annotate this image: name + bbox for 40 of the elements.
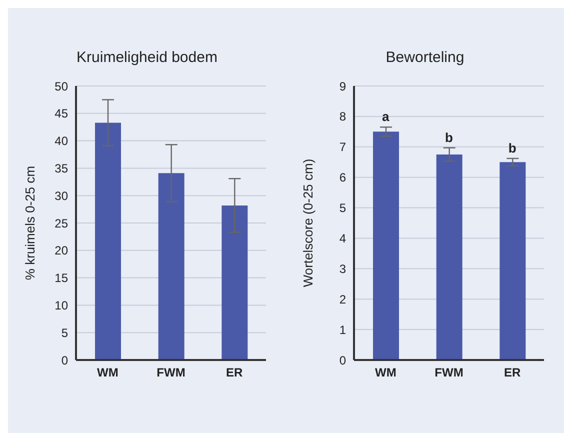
chart-title: Beworteling: [384, 48, 466, 68]
x-tick-label: WM: [375, 366, 396, 380]
y-tick-label: 1: [339, 322, 346, 337]
bar: [373, 132, 399, 360]
y-tick-label: 8: [339, 110, 346, 124]
y-tick-label: 2: [339, 292, 346, 306]
annotation: b: [508, 140, 516, 156]
y-tick-label: 3: [339, 262, 346, 276]
y-tick-label: 7: [339, 140, 346, 154]
y-tick-label: 50: [54, 79, 68, 94]
y-tick-label: 4: [339, 231, 346, 246]
y-tick-label: 20: [54, 244, 68, 258]
y-tick-label: 30: [54, 188, 68, 203]
bar: [500, 162, 526, 360]
chart-title: Kruimeligheid bodem: [76, 48, 218, 68]
y-tick-label: 35: [54, 161, 68, 176]
y-tick-label: 6: [339, 170, 346, 185]
x-tick-label: FWM: [434, 366, 464, 380]
y-axis-title: % kruimels 0-25 cm: [22, 166, 38, 280]
bar: [95, 122, 121, 360]
y-tick-label: 5: [339, 201, 346, 216]
bar: [436, 154, 462, 360]
y-tick-label: 0: [339, 353, 346, 368]
annotation: b: [445, 130, 454, 145]
y-tick-label: 5: [61, 326, 68, 340]
bar: [222, 205, 248, 360]
y-tick-label: 15: [54, 271, 68, 286]
y-tick-label: 9: [339, 79, 346, 94]
x-tick-label: FWM: [156, 366, 186, 380]
y-tick-label: 40: [54, 134, 68, 148]
x-tick-label: ER: [504, 366, 521, 380]
bar: [158, 173, 184, 360]
annotation: a: [382, 109, 390, 124]
y-tick-label: 0: [61, 353, 68, 368]
y-tick-label: 25: [54, 216, 68, 230]
y-tick-label: 10: [54, 298, 68, 312]
x-tick-label: ER: [226, 366, 243, 380]
y-axis-title: Wortelscore (0-25 cm): [300, 158, 316, 288]
x-tick-label: WM: [97, 366, 118, 380]
y-tick-label: 45: [54, 106, 68, 121]
